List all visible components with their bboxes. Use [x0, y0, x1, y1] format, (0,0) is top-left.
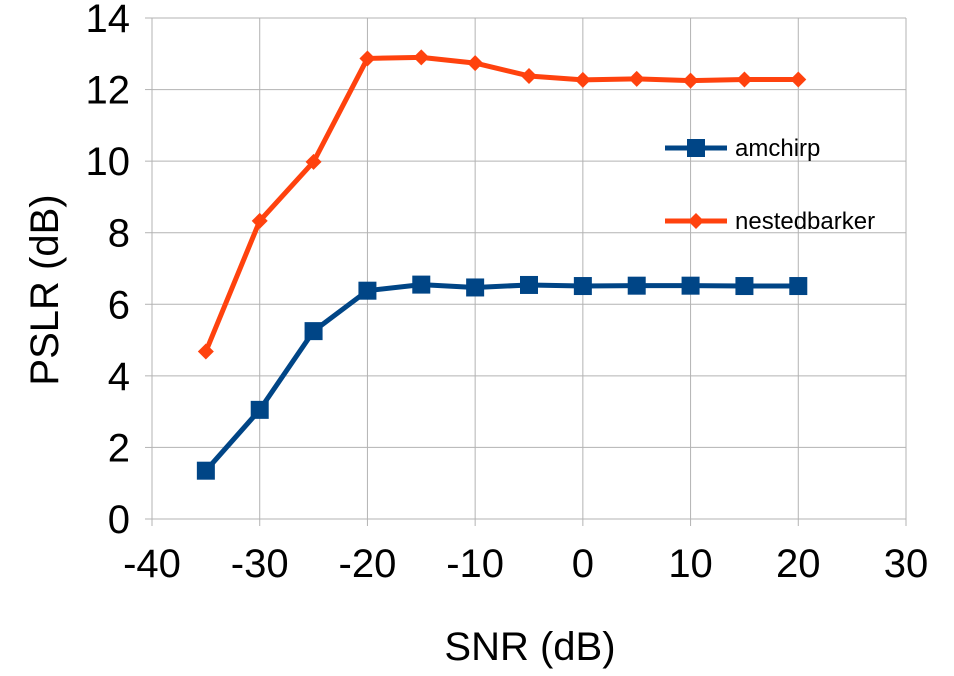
- amchirp-point: [520, 275, 538, 294]
- y-tick-label: 2: [108, 426, 130, 470]
- nestedbarker-point: [359, 50, 376, 67]
- y-tick-label: 6: [108, 283, 130, 327]
- nestedbarker-point: [305, 153, 322, 170]
- legend: amchirp nestedbarker: [665, 135, 875, 235]
- series-amchirp: [196, 275, 808, 480]
- nestedbarker-point: [790, 71, 807, 88]
- series-nestedbarker: [197, 49, 807, 360]
- x-tick-label: -40: [123, 542, 181, 586]
- y-tick-label: 8: [108, 212, 130, 256]
- amchirp-point: [681, 276, 700, 295]
- legend-label: nestedbarker: [735, 208, 875, 235]
- y-tick-label: 12: [86, 69, 131, 113]
- nestedbarker-point: [574, 71, 591, 88]
- amchirp-point: [412, 275, 431, 294]
- x-tick-label: 0: [572, 542, 594, 586]
- amchirp-point: [304, 322, 323, 341]
- y-tick-label: 4: [108, 355, 130, 399]
- nestedbarker-point: [251, 212, 268, 229]
- amchirp-point: [466, 278, 485, 297]
- x-tick-label: 30: [884, 542, 929, 586]
- series: [196, 49, 808, 480]
- amchirp-point: [250, 400, 269, 419]
- nestedbarker-point: [521, 67, 537, 84]
- nestedbarker-line: [203, 54, 801, 355]
- nestedbarker-point: [467, 55, 484, 72]
- legend-entry-amchirp: amchirp: [665, 135, 820, 162]
- amchirp-point: [573, 277, 592, 296]
- nestedbarker-point: [682, 72, 699, 89]
- x-tick-label: -30: [231, 542, 289, 586]
- nestedbarker-point: [736, 71, 753, 88]
- y-axis-tick-labels: 0 2 4 6 8 10 12 14: [86, 0, 131, 542]
- grid: [151, 17, 907, 520]
- nestedbarker-point: [413, 49, 430, 66]
- axes: [145, 17, 907, 526]
- legend-entry-nestedbarker: nestedbarker: [665, 208, 875, 235]
- x-tick-label: -20: [339, 542, 397, 586]
- legend-label: amchirp: [735, 135, 820, 162]
- x-tick-label: 10: [668, 542, 713, 586]
- amchirp-point: [789, 277, 808, 296]
- legend-swatch-marker: [687, 139, 705, 157]
- x-tick-label: 20: [776, 542, 821, 586]
- amchirp-line: [203, 282, 801, 474]
- amchirp-point: [196, 461, 215, 480]
- nestedbarker-point: [628, 70, 645, 87]
- x-axis-tick-labels: -40 -30 -20 -10 0 10 20 30: [123, 542, 928, 586]
- y-tick-label: 10: [86, 140, 131, 184]
- x-tick-label: -10: [446, 542, 504, 586]
- nestedbarker-point: [197, 343, 214, 360]
- y-tick-label: 0: [108, 498, 130, 542]
- y-tick-label: 14: [86, 0, 131, 41]
- x-axis-title: SNR (dB): [444, 625, 615, 669]
- amchirp-point: [358, 281, 377, 300]
- legend-swatch-marker: [688, 213, 704, 229]
- y-axis-title: PSLR (dB): [23, 194, 67, 385]
- amchirp-point: [735, 277, 754, 296]
- amchirp-point: [627, 276, 646, 295]
